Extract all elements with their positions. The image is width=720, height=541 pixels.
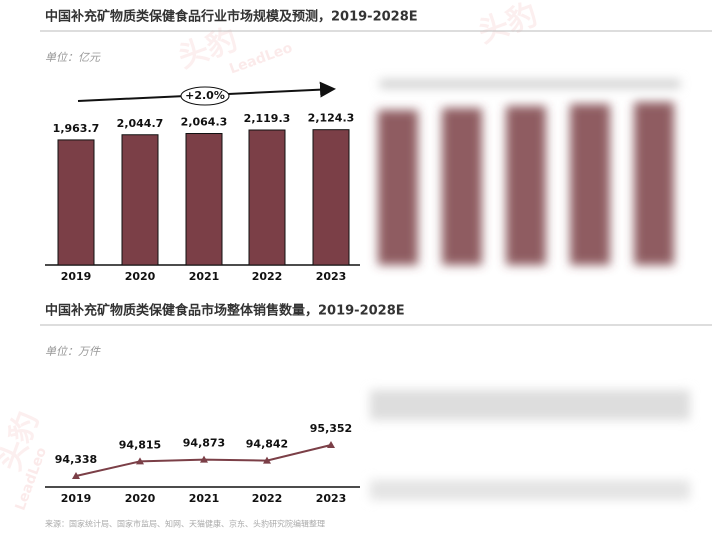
x-tick-label: 2020	[125, 492, 156, 505]
source: 来源：国家统计局、国家市监局、知网、天猫健康、京东、头豹研究院编辑整理	[45, 519, 325, 529]
marker	[72, 472, 80, 479]
marker	[200, 455, 208, 463]
value-label: 2,064.3	[181, 116, 228, 129]
x-tick-label: 2023	[316, 492, 347, 505]
bar	[248, 129, 286, 266]
value-label: 1,963.7	[53, 122, 100, 135]
unit-label: 单位：万件	[45, 345, 101, 358]
marker	[136, 457, 144, 465]
x-tick-label: 2022	[252, 492, 283, 505]
bar	[121, 134, 159, 266]
x-tick-label: 2021	[189, 492, 220, 505]
bar	[312, 129, 350, 266]
watermark: 头豹	[474, 0, 542, 51]
annotation: +2.0%	[185, 89, 225, 102]
x-tick-label: 2021	[189, 270, 220, 283]
bar	[57, 139, 95, 266]
blurred-region	[370, 80, 690, 500]
value-label: 94,873	[183, 437, 225, 450]
bar	[185, 133, 223, 266]
marker	[263, 456, 271, 464]
value-label: 95,352	[310, 422, 352, 435]
x-tick-label: 2019	[61, 492, 92, 505]
chart-title: 中国补充矿物质类保健食品市场整体销售数量，2019-2028E	[45, 303, 405, 319]
value-label: 2,119.3	[244, 112, 291, 125]
value-label: 94,842	[246, 438, 288, 451]
x-tick-label: 2019	[61, 270, 92, 283]
x-tick-label: 2020	[125, 270, 156, 283]
annotation-bubble	[180, 86, 230, 106]
chart-title: 中国补充矿物质类保健食品行业市场规模及预测，2019-2028E	[45, 9, 418, 25]
value-label: 2,124.3	[308, 112, 355, 125]
value-label: 94,815	[119, 438, 161, 451]
value-label: 94,338	[55, 453, 97, 466]
x-tick-label: 2022	[252, 270, 283, 283]
unit-label: 单位：亿元	[45, 51, 101, 64]
value-label: 2,044.7	[117, 117, 164, 130]
marker	[327, 441, 335, 448]
x-tick-label: 2023	[316, 270, 347, 283]
